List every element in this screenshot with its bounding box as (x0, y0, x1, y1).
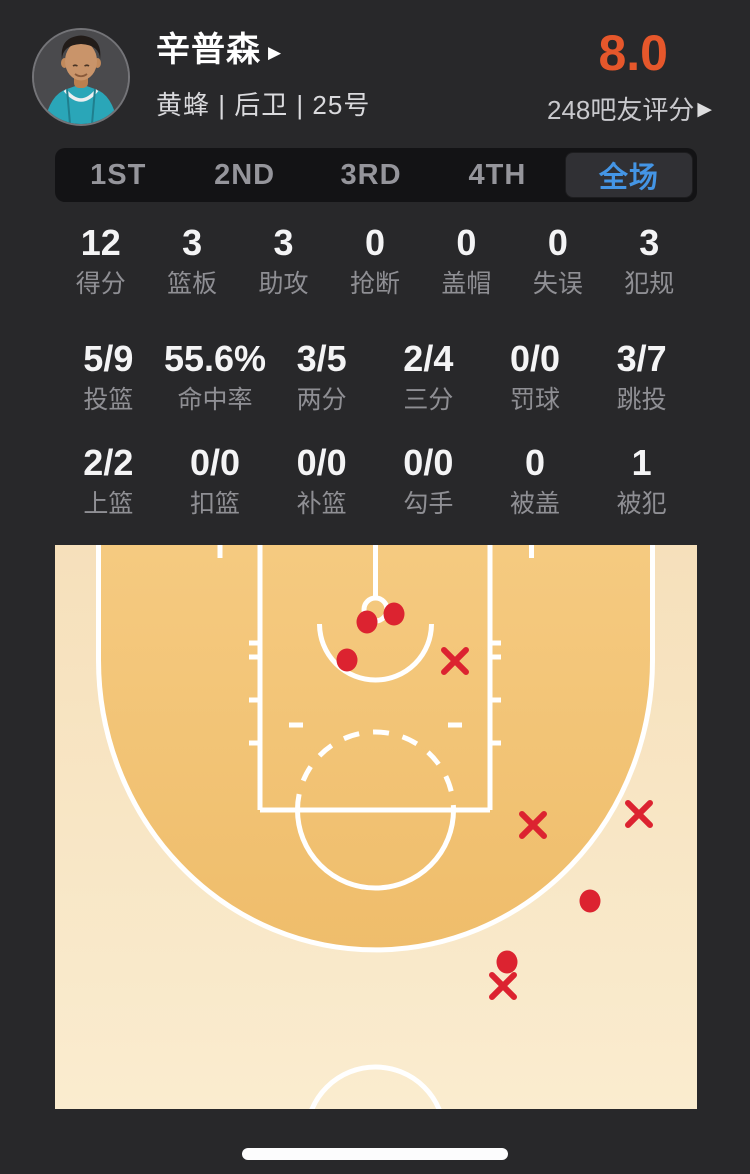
court-svg (55, 545, 697, 1109)
player-name-row[interactable]: 辛普森 ▶ (156, 31, 370, 70)
player-photo (34, 30, 128, 124)
missed-shot-marker (625, 800, 653, 828)
player-header: 辛普森 ▶ 黄蜂 | 后卫 | 25号 8.0 248吧友评分 ▶ (0, 0, 750, 140)
stat-blocks: 0 盖帽 (441, 222, 492, 298)
missed-shot-marker (519, 811, 547, 839)
court-floor-inside-arc (98, 545, 653, 950)
stat-got-fouled: 1 被犯 (616, 442, 667, 518)
rating-value: 8.0 (598, 24, 668, 81)
bottom-bar (0, 1148, 750, 1160)
name-arrow-icon: ▶ (268, 42, 282, 62)
stat-rebounds: 3 篮板 (167, 222, 218, 298)
stat-free-throws: 0/0 罚球 (509, 338, 561, 414)
free-throw-circle-dashed (295, 729, 456, 811)
stat-points: 12 得分 (75, 222, 126, 298)
shot-chart (55, 545, 697, 1109)
tab-1st[interactable]: 1ST (90, 158, 147, 191)
free-throw-circle-solid (295, 809, 456, 891)
stat-assists: 3 助攻 (258, 222, 309, 298)
stat-turnovers: 0 失误 (532, 222, 583, 298)
stat-steals: 0 抢断 (349, 222, 400, 298)
stats-row-shooting: 5/9 投篮 55.6% 命中率 3/5 两分 2/4 三分 0/0 罚球 3/7 跳投 (55, 338, 695, 414)
made-shot-marker (579, 889, 601, 913)
player-avatar[interactable] (32, 28, 130, 126)
stat-hook-shots: 0/0 勾手 (403, 442, 454, 518)
tab-full-game[interactable]: 全场 (564, 152, 694, 198)
rating-caption-link[interactable]: 248吧友评分 ▶ (547, 90, 712, 127)
made-shot-marker (336, 648, 358, 672)
stat-got-blocked: 0 被盖 (509, 442, 560, 518)
stats-panel: 12 得分 3 篮板 3 助攻 0 抢断 0 盖帽 0 失误 3 犯规 5/9 投篮 55.6%… (0, 222, 750, 518)
lane-hash-marks (249, 640, 501, 746)
three-point-line (96, 545, 655, 953)
stat-fg-percentage: 55.6% 命中率 (163, 338, 267, 414)
made-shot-marker (356, 610, 378, 634)
missed-shot-marker (489, 972, 517, 1000)
stat-jump-shots: 3/7 跳投 (616, 338, 667, 414)
stats-row-shot-types: 2/2 上篮 0/0 扣篮 0/0 补篮 0/0 勾手 0 被盖 1 被犯 (55, 442, 695, 518)
restricted-area-arc (317, 623, 434, 683)
stat-layups: 2/2 上篮 (83, 442, 134, 518)
player-subtitle: 黄蜂 | 后卫 | 25号 (156, 89, 371, 120)
half-court-circle (309, 1064, 442, 1109)
tab-2nd[interactable]: 2ND (214, 158, 276, 191)
tab-4th[interactable]: 4TH (468, 158, 527, 191)
quarter-tabs: 1ST 2ND 3RD 4TH 全场 (55, 148, 697, 202)
tab-3rd[interactable]: 3RD (340, 158, 402, 191)
missed-shot-marker (441, 647, 469, 675)
stat-putbacks: 0/0 补篮 (296, 442, 347, 518)
baseline-ticks (217, 545, 534, 558)
stat-fouls: 3 犯规 (624, 222, 675, 298)
rating-caption-text: 248吧友评分 (546, 94, 695, 125)
made-shot-marker (496, 950, 518, 974)
stat-three-pointers: 2/4 三分 (403, 338, 454, 414)
stat-two-pointers: 3/5 两分 (296, 338, 347, 414)
player-identity: 辛普森 ▶ 黄蜂 | 后卫 | 25号 (156, 31, 371, 121)
stats-row-basic: 12 得分 3 篮板 3 助攻 0 抢断 0 盖帽 0 失误 3 犯规 (55, 222, 695, 298)
shot-markers (336, 602, 653, 1000)
rating-block: 8.0 248吧友评分 ▶ (547, 28, 712, 127)
player-name: 辛普森 (156, 31, 261, 70)
stat-field-goals: 5/9 投篮 (83, 338, 134, 414)
stat-dunks: 0/0 扣篮 (189, 442, 241, 518)
made-shot-marker (383, 602, 405, 626)
home-indicator[interactable] (242, 1148, 508, 1160)
rating-arrow-icon: ▶ (697, 98, 712, 120)
